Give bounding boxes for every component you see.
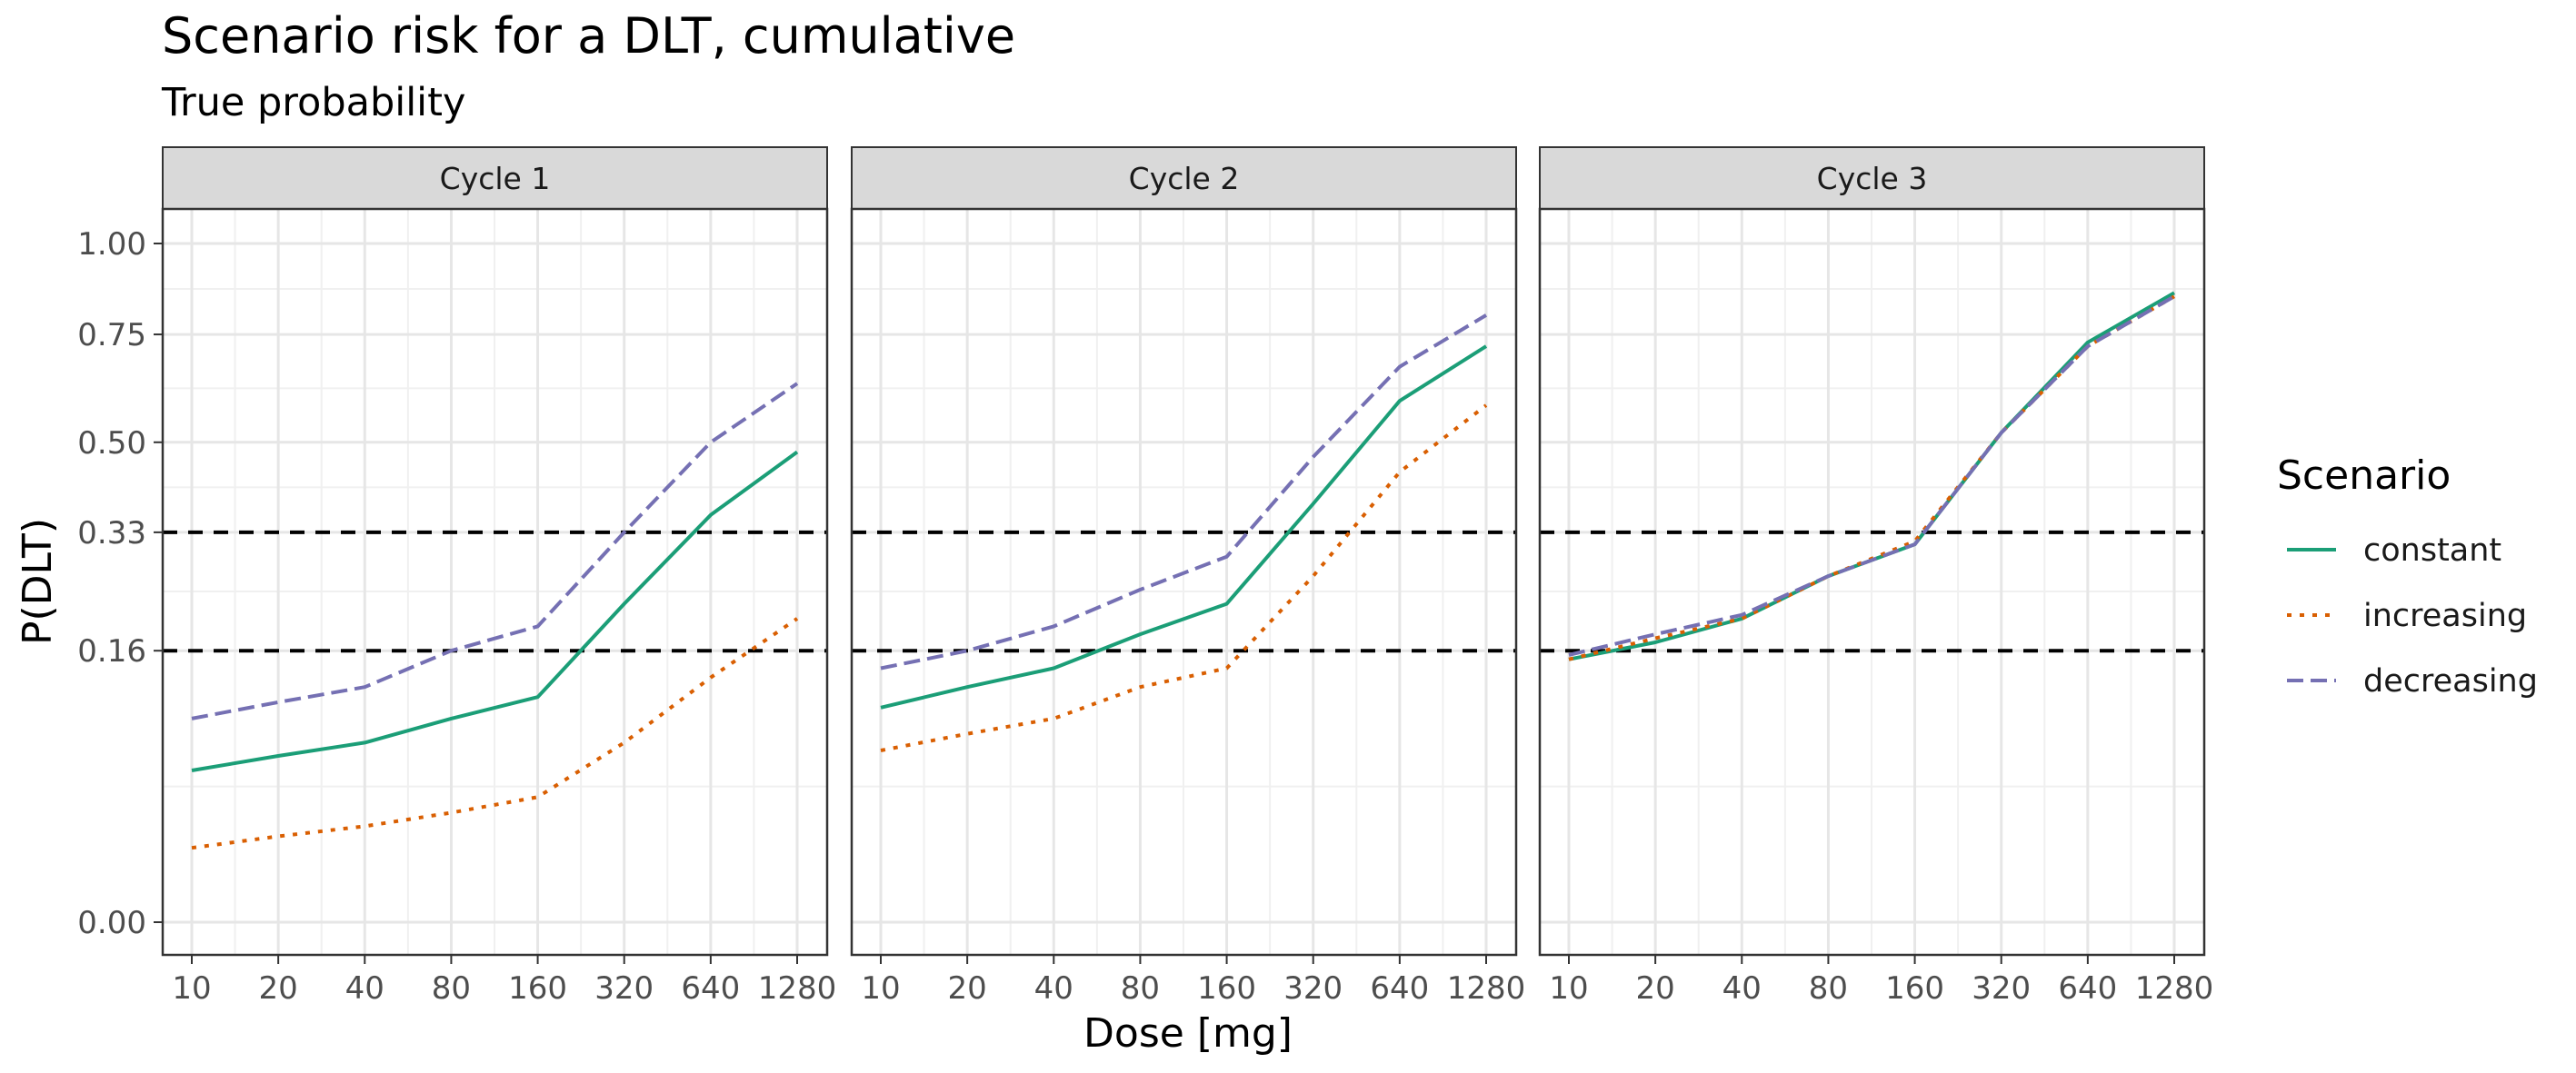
panel-2: Cycle 2 10 20 40 80 160 320 640 1280 xyxy=(850,146,1526,1007)
y-tick-label: 0.50 xyxy=(77,425,146,462)
x-tick-label: 10 xyxy=(861,970,900,1007)
x-tick-label: 80 xyxy=(1809,970,1848,1007)
x-tick-label: 80 xyxy=(432,970,471,1007)
legend-label-increasing: increasing xyxy=(2363,598,2527,634)
panel-border xyxy=(850,207,1518,957)
series-line-decreasing xyxy=(1568,294,2175,657)
y-tick-label: 0.00 xyxy=(77,905,146,941)
panel-1: Cycle 1 10 20 40 80 160 320 640 1280 xyxy=(161,146,837,1007)
series-line-decreasing xyxy=(191,382,799,720)
panel-3: Cycle 3 10 20 40 80 160 320 640 1280 xyxy=(1538,146,2214,1007)
x-tick-label: 10 xyxy=(172,970,211,1007)
y-tick-label: 1.00 xyxy=(77,226,146,263)
x-tick-label: 640 xyxy=(681,970,740,1007)
x-tick-label: 1280 xyxy=(2135,970,2214,1007)
x-tick-label: 1280 xyxy=(1447,970,1526,1007)
x-tick-label: 10 xyxy=(1549,970,1588,1007)
facet-strip-label: Cycle 1 xyxy=(440,161,551,196)
x-tick-label: 640 xyxy=(1370,970,1429,1007)
chart-subtitle: True probability xyxy=(162,80,466,125)
series-line-constant xyxy=(880,344,1488,710)
x-tick-label: 20 xyxy=(948,970,987,1007)
series-line-decreasing xyxy=(880,313,1488,671)
y-tick-label: 0.75 xyxy=(77,317,146,353)
facet-strip-label: Cycle 2 xyxy=(1129,161,1240,196)
facet-strip xyxy=(851,146,1517,210)
series-line-increasing xyxy=(191,617,799,850)
x-tick-label: 160 xyxy=(508,970,567,1007)
x-tick-label: 160 xyxy=(1885,970,1944,1007)
x-tick-label: 20 xyxy=(259,970,298,1007)
panel-border xyxy=(161,207,829,957)
facet-strip-label: Cycle 3 xyxy=(1817,161,1928,196)
panel-border xyxy=(1538,207,2206,957)
x-tick-label: 320 xyxy=(1972,970,2031,1007)
y-tick-label: 0.33 xyxy=(77,515,146,551)
series-line-increasing xyxy=(880,403,1488,752)
x-tick-label: 40 xyxy=(345,970,384,1007)
x-axis-title: Dose [mg] xyxy=(1083,1010,1293,1057)
x-tick-label: 640 xyxy=(2058,970,2117,1007)
x-tick-label: 40 xyxy=(1034,970,1073,1007)
x-tick-label: 160 xyxy=(1197,970,1256,1007)
x-tick-label: 320 xyxy=(1283,970,1343,1007)
y-tick-label: 0.16 xyxy=(77,633,146,670)
x-tick-label: 320 xyxy=(594,970,654,1007)
chart-title: Scenario risk for a DLT, cumulative xyxy=(162,7,1016,65)
x-tick-label: 20 xyxy=(1636,970,1675,1007)
y-axis-title: P(DLT) xyxy=(15,518,61,645)
legend-label-constant: constant xyxy=(2363,532,2501,569)
legend-label-decreasing: decreasing xyxy=(2363,663,2538,700)
series-line-constant xyxy=(191,450,799,772)
legend: Scenario constant increasing decreasing xyxy=(2277,452,2538,700)
legend-title: Scenario xyxy=(2277,452,2451,499)
x-tick-label: 80 xyxy=(1121,970,1160,1007)
x-tick-label: 40 xyxy=(1722,970,1762,1007)
x-tick-label: 1280 xyxy=(758,970,837,1007)
